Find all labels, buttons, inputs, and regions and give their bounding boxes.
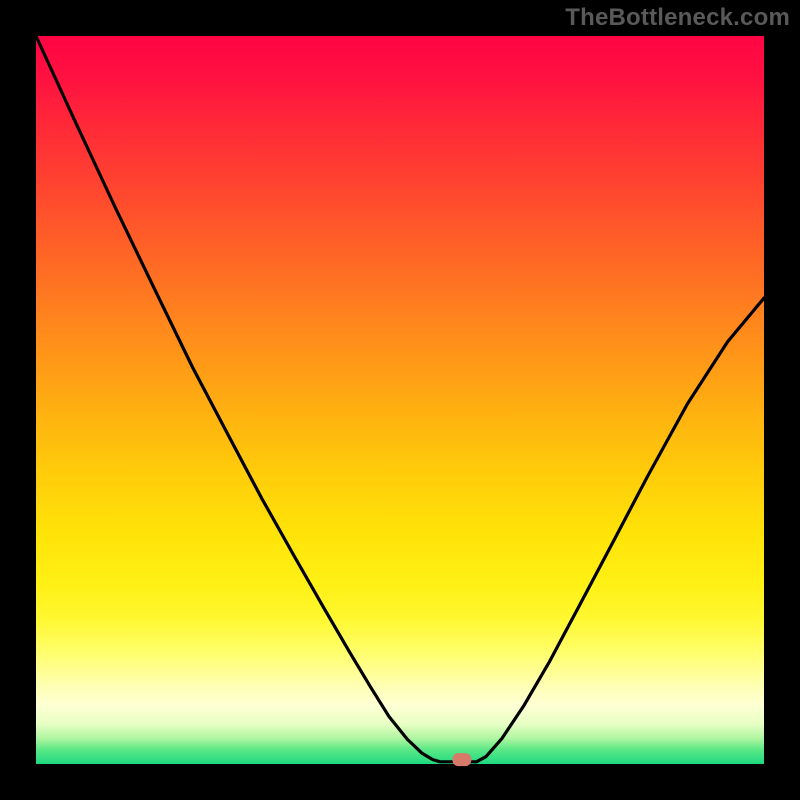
optimal-point-marker (452, 753, 471, 766)
watermark-text: TheBottleneck.com (565, 4, 790, 32)
bottleneck-curve-chart (0, 0, 800, 800)
gradient-background (36, 36, 764, 764)
chart-container: { "watermark": { "text": "TheBottleneck.… (0, 0, 800, 800)
